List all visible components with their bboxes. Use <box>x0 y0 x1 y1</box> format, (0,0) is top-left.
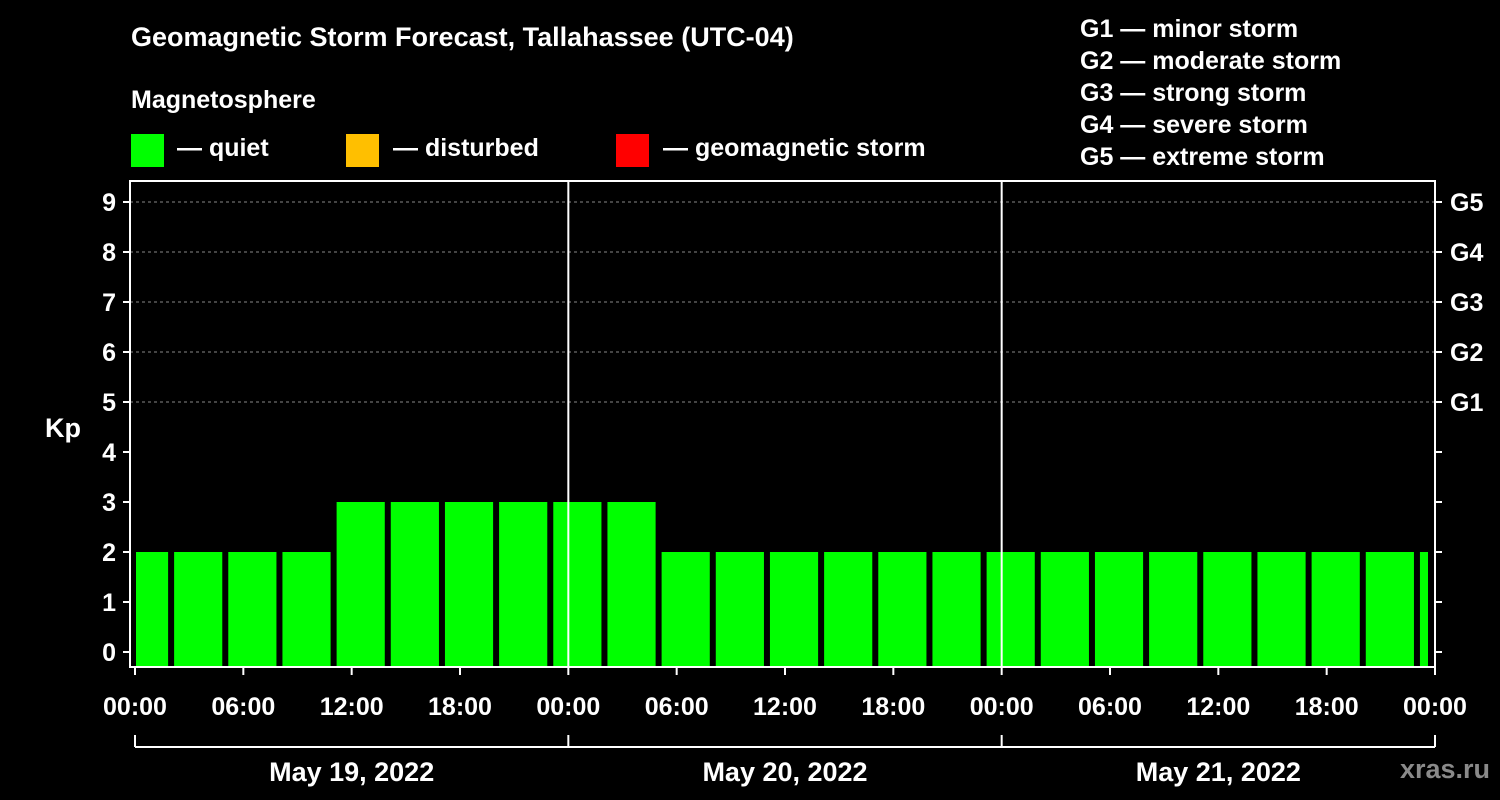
legend-label-storm: — geomagnetic storm <box>663 134 926 162</box>
bar <box>228 552 277 667</box>
y-tick-label: 3 <box>102 489 116 517</box>
x-tick-label: 00:00 <box>1403 693 1467 721</box>
chart-subtitle: Magnetosphere <box>131 86 316 114</box>
legend-swatch-storm <box>616 134 649 167</box>
bar <box>1040 552 1089 667</box>
bar <box>336 502 385 667</box>
x-tick-label: 06:00 <box>211 693 275 721</box>
legend-label-disturbed: — disturbed <box>393 134 539 162</box>
bar <box>1257 552 1306 667</box>
y-tick-label: 6 <box>102 339 116 367</box>
g-scale-g4: G4 — severe storm <box>1080 111 1308 139</box>
legend-swatch-disturbed <box>346 134 379 167</box>
day-label: May 20, 2022 <box>702 757 867 787</box>
bar <box>769 552 819 667</box>
plot-frame <box>129 180 1436 668</box>
y-tick-label: 1 <box>102 589 116 617</box>
legend-label-quiet: — quiet <box>177 134 269 162</box>
x-tick-label: 12:00 <box>753 693 817 721</box>
g-level-label: G1 <box>1450 389 1483 417</box>
legend-swatch-quiet <box>131 134 164 167</box>
bar <box>282 552 331 667</box>
g-scale-g2: G2 — moderate storm <box>1080 47 1342 75</box>
x-tick-label: 12:00 <box>320 693 384 721</box>
bar <box>553 502 602 667</box>
g-scale-g1: G1 — minor storm <box>1080 15 1299 43</box>
bar <box>607 502 656 667</box>
y-tick-label: 0 <box>102 639 116 667</box>
y-tick-label: 5 <box>102 389 116 417</box>
y-tick-label: 8 <box>102 239 116 267</box>
x-tick-label: 12:00 <box>1186 693 1250 721</box>
bar <box>1203 552 1252 667</box>
bar <box>824 552 873 667</box>
y-tick-label: 7 <box>102 289 116 317</box>
bar <box>390 502 439 667</box>
x-tick-label: 18:00 <box>861 693 925 721</box>
bar <box>1094 552 1144 667</box>
y-tick-label: 9 <box>102 189 116 217</box>
bar <box>499 502 548 667</box>
x-tick-label: 00:00 <box>536 693 600 721</box>
watermark: xras.ru <box>1399 754 1490 784</box>
g-scale-g3: G3 — strong storm <box>1080 79 1307 107</box>
bar <box>1365 552 1414 667</box>
bar <box>1311 552 1360 667</box>
bar <box>444 502 494 667</box>
bar <box>1419 552 1428 667</box>
y-axis-label: Kp <box>45 413 81 443</box>
x-tick-label: 18:00 <box>428 693 492 721</box>
g-scale-g5: G5 — extreme storm <box>1080 143 1325 171</box>
g-level-label: G3 <box>1450 289 1483 317</box>
day-label: May 19, 2022 <box>269 757 434 787</box>
bar <box>1149 552 1198 667</box>
bar <box>174 552 223 667</box>
x-tick-label: 18:00 <box>1295 693 1359 721</box>
g-level-label: G4 <box>1450 239 1483 267</box>
x-tick-label: 00:00 <box>103 693 167 721</box>
y-tick-label: 2 <box>102 539 116 567</box>
x-tick-label: 06:00 <box>645 693 709 721</box>
bar <box>661 552 710 667</box>
bar <box>878 552 927 667</box>
bar <box>715 552 764 667</box>
g-level-label: G2 <box>1450 339 1483 367</box>
bar <box>986 552 1035 667</box>
x-tick-label: 06:00 <box>1078 693 1142 721</box>
y-tick-label: 4 <box>102 439 116 467</box>
x-tick-label: 00:00 <box>970 693 1034 721</box>
chart-title: Geomagnetic Storm Forecast, Tallahassee … <box>131 22 794 52</box>
g-level-label: G5 <box>1450 189 1483 217</box>
bar <box>932 552 981 667</box>
bar <box>136 552 169 667</box>
day-label: May 21, 2022 <box>1136 757 1301 787</box>
